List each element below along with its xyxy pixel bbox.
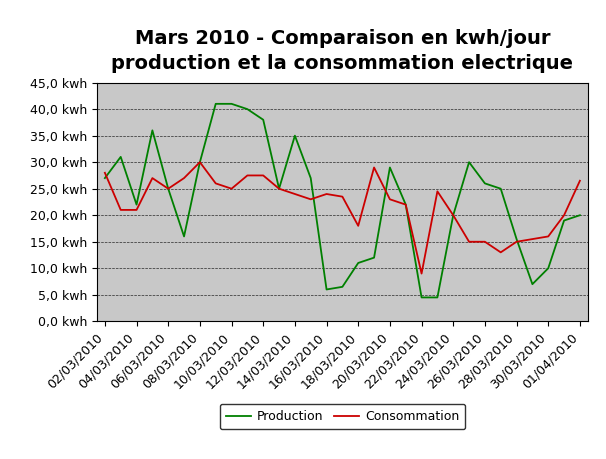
Consommation: [545, 234, 552, 239]
Production: [450, 213, 457, 218]
Production: [545, 265, 552, 271]
Production: [196, 159, 204, 165]
Title: Mars 2010 - Comparaison en kwh/jour
production et la consommation electrique: Mars 2010 - Comparaison en kwh/jour prod…: [112, 29, 573, 73]
Consommation: [259, 173, 267, 178]
Consommation: [355, 223, 362, 229]
Consommation: [450, 213, 457, 218]
Consommation: [418, 271, 425, 276]
Consommation: [117, 207, 124, 213]
Production: [434, 295, 441, 300]
Consommation: [196, 159, 204, 165]
Production: [148, 128, 156, 133]
Consommation: [228, 186, 235, 191]
Production: [418, 295, 425, 300]
Production: [576, 213, 584, 218]
Production: [529, 281, 536, 287]
Production: [165, 186, 172, 191]
Consommation: [275, 186, 282, 191]
Consommation: [323, 191, 330, 197]
Consommation: [497, 250, 504, 255]
Consommation: [101, 170, 108, 175]
Production: [117, 154, 124, 160]
Consommation: [181, 175, 188, 181]
Consommation: [148, 175, 156, 181]
Line: Production: Production: [105, 104, 580, 297]
Production: [323, 287, 330, 292]
Production: [513, 236, 520, 242]
Legend: Production, Consommation: Production, Consommation: [219, 404, 465, 430]
Production: [339, 284, 346, 290]
Production: [275, 186, 282, 191]
Consommation: [513, 239, 520, 245]
Consommation: [133, 207, 140, 213]
Consommation: [386, 196, 393, 202]
Production: [259, 117, 267, 123]
Consommation: [291, 191, 299, 197]
Production: [291, 133, 299, 139]
Consommation: [481, 239, 488, 245]
Consommation: [561, 213, 568, 218]
Line: Consommation: Consommation: [105, 162, 580, 274]
Production: [228, 101, 235, 106]
Production: [481, 181, 488, 186]
Consommation: [529, 236, 536, 242]
Production: [355, 260, 362, 266]
Consommation: [370, 165, 378, 170]
Production: [101, 175, 108, 181]
Consommation: [212, 181, 219, 186]
Production: [497, 186, 504, 191]
Consommation: [434, 189, 441, 194]
Production: [133, 202, 140, 207]
Production: [370, 255, 378, 260]
Production: [561, 218, 568, 223]
Consommation: [244, 173, 251, 178]
Consommation: [307, 196, 315, 202]
Production: [181, 234, 188, 239]
Consommation: [576, 178, 584, 184]
Production: [402, 202, 410, 207]
Consommation: [402, 202, 410, 207]
Production: [307, 175, 315, 181]
Production: [465, 159, 473, 165]
Production: [386, 165, 393, 170]
Consommation: [339, 194, 346, 199]
Consommation: [465, 239, 473, 245]
Production: [244, 106, 251, 112]
Production: [212, 101, 219, 106]
Consommation: [165, 186, 172, 191]
